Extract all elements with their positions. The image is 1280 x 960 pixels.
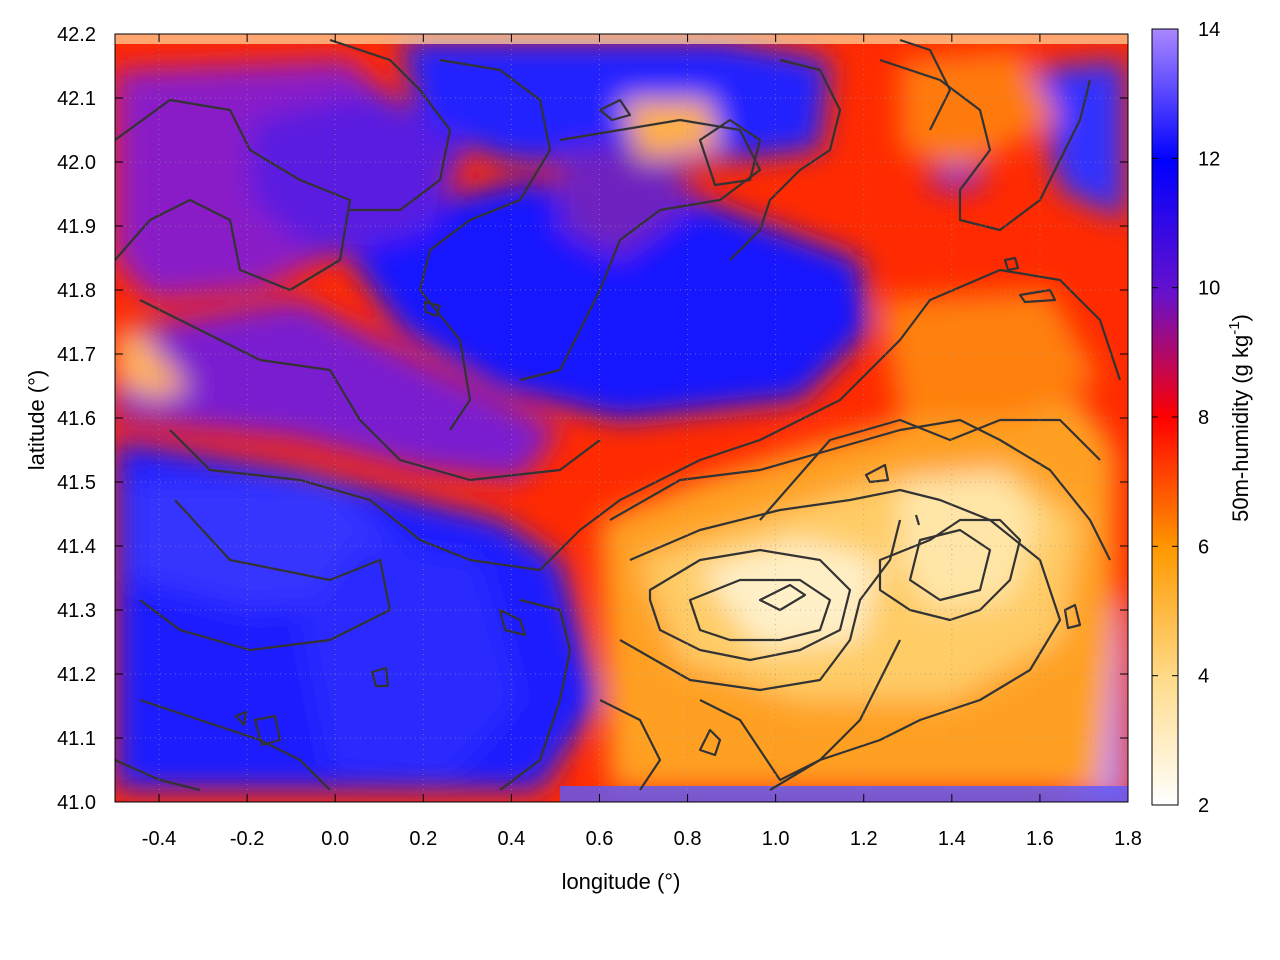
y-tick-label: 42.2 (57, 24, 96, 46)
y-tick-label: 41.5 (57, 472, 96, 494)
humidity-heatmap (115, 34, 1128, 802)
y-tick-label: 41.0 (57, 792, 96, 814)
colorbar-title-base: 50m-humidity (g kg (1228, 335, 1253, 522)
x-tick-label: 1.2 (850, 828, 878, 850)
y-axis-title: latitude (°) (24, 370, 49, 471)
x-tick-label: 0.4 (497, 828, 525, 850)
x-tick-label: 0.8 (674, 828, 702, 850)
contour-lines (115, 38, 1122, 792)
colorbar-tick-label: 14 (1198, 19, 1220, 41)
colorbar: 2 4 6 8 10 12 14 50m-humidity (g kg-1) (1151, 19, 1253, 817)
colorbar-title-sup: -1 (1226, 321, 1243, 334)
y-tick-label: 41.2 (57, 664, 96, 686)
y-tick-label: 41.8 (57, 280, 96, 302)
y-tick-label: 41.7 (57, 344, 96, 366)
y-tick-label: 42.1 (57, 88, 96, 110)
y-axis: 41.0 41.1 41.2 41.3 41.4 41.5 41.6 41.7 41.8 41.9… (57, 24, 1128, 814)
colorbar-tick-label: 12 (1198, 148, 1220, 170)
colorbar-title-end: ) (1228, 314, 1253, 321)
colorbar-tick-label: 2 (1198, 795, 1209, 817)
colorbar-tick-label: 10 (1198, 278, 1220, 300)
colorbar-tick-label: 6 (1198, 536, 1209, 558)
x-tick-label: 0.2 (409, 828, 437, 850)
colorbar-title: 50m-humidity (g kg-1) (1226, 314, 1253, 522)
x-tick-label: 1.4 (938, 828, 966, 850)
y-tick-label: 42.0 (57, 152, 96, 174)
x-tick-label: -0.4 (142, 828, 176, 850)
x-axis: -0.4 -0.2 0.0 0.2 0.4 0.6 0.8 1.0 1.2 1.4 1.6 1.8 (142, 34, 1142, 850)
x-tick-label: 1.8 (1114, 828, 1142, 850)
x-axis-title: longitude (°) (562, 869, 681, 894)
y-tick-label: 41.1 (57, 728, 96, 750)
y-tick-label: 41.3 (57, 600, 96, 622)
y-tick-label: 41.9 (57, 216, 96, 238)
x-tick-label: 1.6 (1026, 828, 1054, 850)
colorbar-tick-label: 4 (1198, 666, 1209, 688)
y-tick-label: 41.4 (57, 536, 96, 558)
colorbar-ticks: 2 4 6 8 10 12 14 (1152, 19, 1220, 817)
x-tick-label: -0.2 (230, 828, 264, 850)
y-tick-label: 41.6 (57, 408, 96, 430)
x-tick-label: 0.0 (321, 828, 349, 850)
x-tick-label: 0.6 (586, 828, 614, 850)
colorbar-tick-label: 8 (1198, 407, 1209, 429)
x-tick-label: 1.0 (762, 828, 790, 850)
